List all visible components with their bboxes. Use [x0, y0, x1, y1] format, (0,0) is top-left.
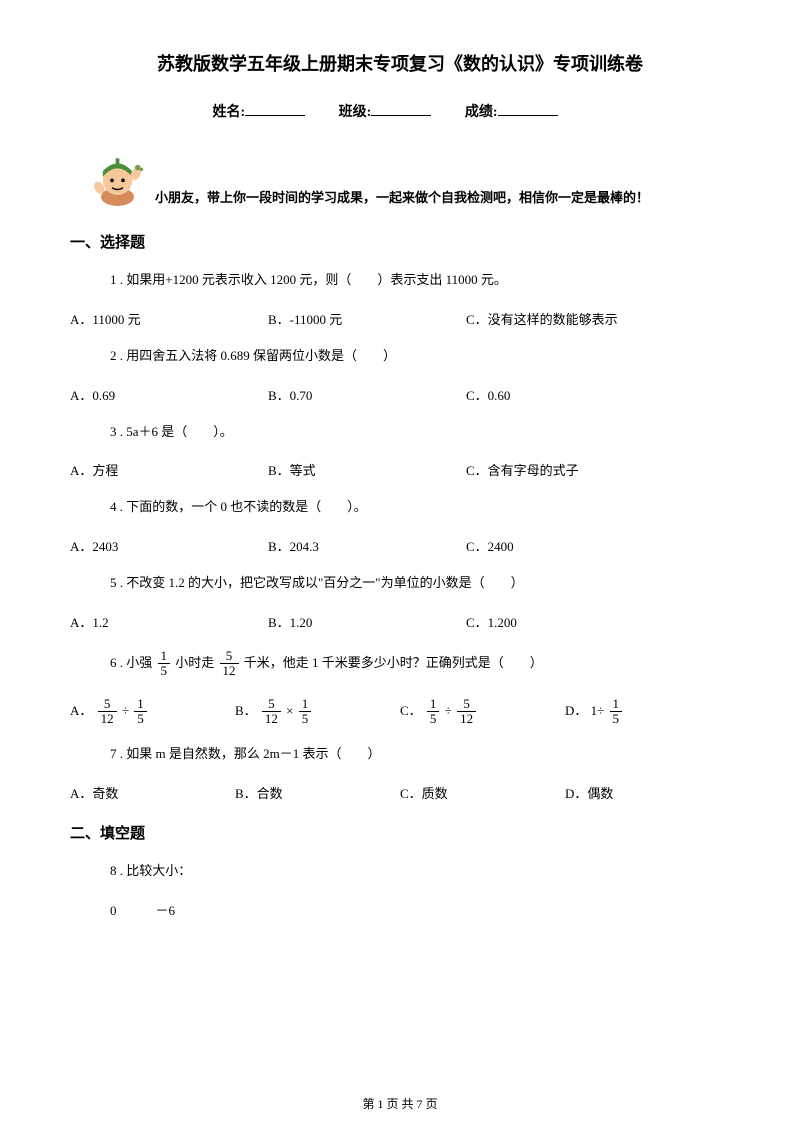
- q5-opt-c: C．1.200: [466, 612, 684, 631]
- q3-text: 3 . 5a＋6 是（ ）。: [110, 422, 730, 443]
- avatar-icon: [90, 151, 145, 206]
- q2-opt-a: A．0.69: [70, 385, 268, 404]
- page-title: 苏教版数学五年级上册期末专项复习《数的认识》专项训练卷: [70, 50, 730, 76]
- q4-opts: A．2403 B．204.3 C．2400: [70, 536, 730, 555]
- info-line: 姓名: 班级: 成绩:: [70, 101, 730, 121]
- q5-opts: A．1.2 B．1.20 C．1.200: [70, 612, 730, 631]
- q6-f1: 15: [158, 649, 171, 679]
- q5-text: 5 . 不改变 1.2 的大小，把它改写成以"百分之一"为单位的小数是（ ）: [110, 573, 730, 594]
- q8-text: 8 . 比较大小：: [110, 861, 730, 882]
- q6-opt-c: C． 15 ÷ 512: [400, 697, 565, 727]
- q2-text: 2 . 用四舍五入法将 0.689 保留两位小数是（ ）: [110, 346, 730, 367]
- avatar-row: 小朋友，带上你一段时间的学习成果，一起来做个自我检测吧，相信你一定是最棒的！: [90, 151, 730, 206]
- q1-opt-a: A．11000 元: [70, 309, 268, 328]
- encouragement-text: 小朋友，带上你一段时间的学习成果，一起来做个自我检测吧，相信你一定是最棒的！: [155, 187, 649, 206]
- q6-opts: A． 512 ÷ 15 B． 512 × 15 C． 15 ÷ 512 D． 1…: [70, 697, 730, 727]
- q6-mid1: 小时走: [175, 655, 214, 670]
- q4-opt-c: C．2400: [466, 536, 684, 555]
- q6-before: 6 . 小强: [110, 655, 152, 670]
- q2-opt-b: B．0.70: [268, 385, 466, 404]
- q6-text: 6 . 小强 15 小时走 512 千米，他走 1 千米要多少小时？正确列式是（…: [110, 649, 730, 679]
- section1-title: 一、选择题: [70, 231, 730, 252]
- q4-opt-b: B．204.3: [268, 536, 466, 555]
- q1-opt-b: B．-11000 元: [268, 309, 466, 328]
- q5-opt-b: B．1.20: [268, 612, 466, 631]
- q7-opt-c: C．质数: [400, 783, 565, 802]
- class-blank: [371, 115, 431, 116]
- q6-opt-a: A． 512 ÷ 15: [70, 697, 235, 727]
- q3-opts: A．方程 B．等式 C．含有字母的式子: [70, 460, 730, 479]
- name-blank: [245, 115, 305, 116]
- q1-opt-c: C．没有这样的数能够表示: [466, 309, 684, 328]
- class-label: 班级:: [339, 105, 372, 120]
- q5-opt-a: A．1.2: [70, 612, 268, 631]
- q4-text: 4 . 下面的数，一个 0 也不读的数是（ ）。: [110, 497, 730, 518]
- q7-opt-a: A．奇数: [70, 783, 235, 802]
- q8-content: 0 －6: [110, 900, 730, 919]
- q7-text: 7 . 如果 m 是自然数，那么 2m－1 表示（ ）: [110, 744, 730, 765]
- page-footer: 第 1 页 共 7 页: [0, 1095, 800, 1112]
- q3-opt-c: C．含有字母的式子: [466, 460, 684, 479]
- q7-opts: A．奇数 B．合数 C．质数 D．偶数: [70, 783, 730, 802]
- q2-opts: A．0.69 B．0.70 C．0.60: [70, 385, 730, 404]
- section2-title: 二、填空题: [70, 822, 730, 843]
- score-label: 成绩:: [465, 105, 498, 120]
- name-label: 姓名:: [212, 105, 245, 120]
- q6-opt-b: B． 512 × 15: [235, 697, 400, 727]
- q1-opts: A．11000 元 B．-11000 元 C．没有这样的数能够表示: [70, 309, 730, 328]
- q1-text: 1 . 如果用+1200 元表示收入 1200 元，则（ ）表示支出 11000…: [110, 270, 730, 291]
- q6-mid2: 千米，他走 1 千米要多少小时？正确列式是（ ）: [244, 655, 543, 670]
- q3-opt-b: B．等式: [268, 460, 466, 479]
- q7-opt-b: B．合数: [235, 783, 400, 802]
- q6-f2: 512: [220, 649, 239, 679]
- score-blank: [498, 115, 558, 116]
- q4-opt-a: A．2403: [70, 536, 268, 555]
- q7-opt-d: D．偶数: [565, 783, 730, 802]
- q6-opt-d: D． 1÷ 15: [565, 697, 730, 727]
- q2-opt-c: C．0.60: [466, 385, 684, 404]
- q3-opt-a: A．方程: [70, 460, 268, 479]
